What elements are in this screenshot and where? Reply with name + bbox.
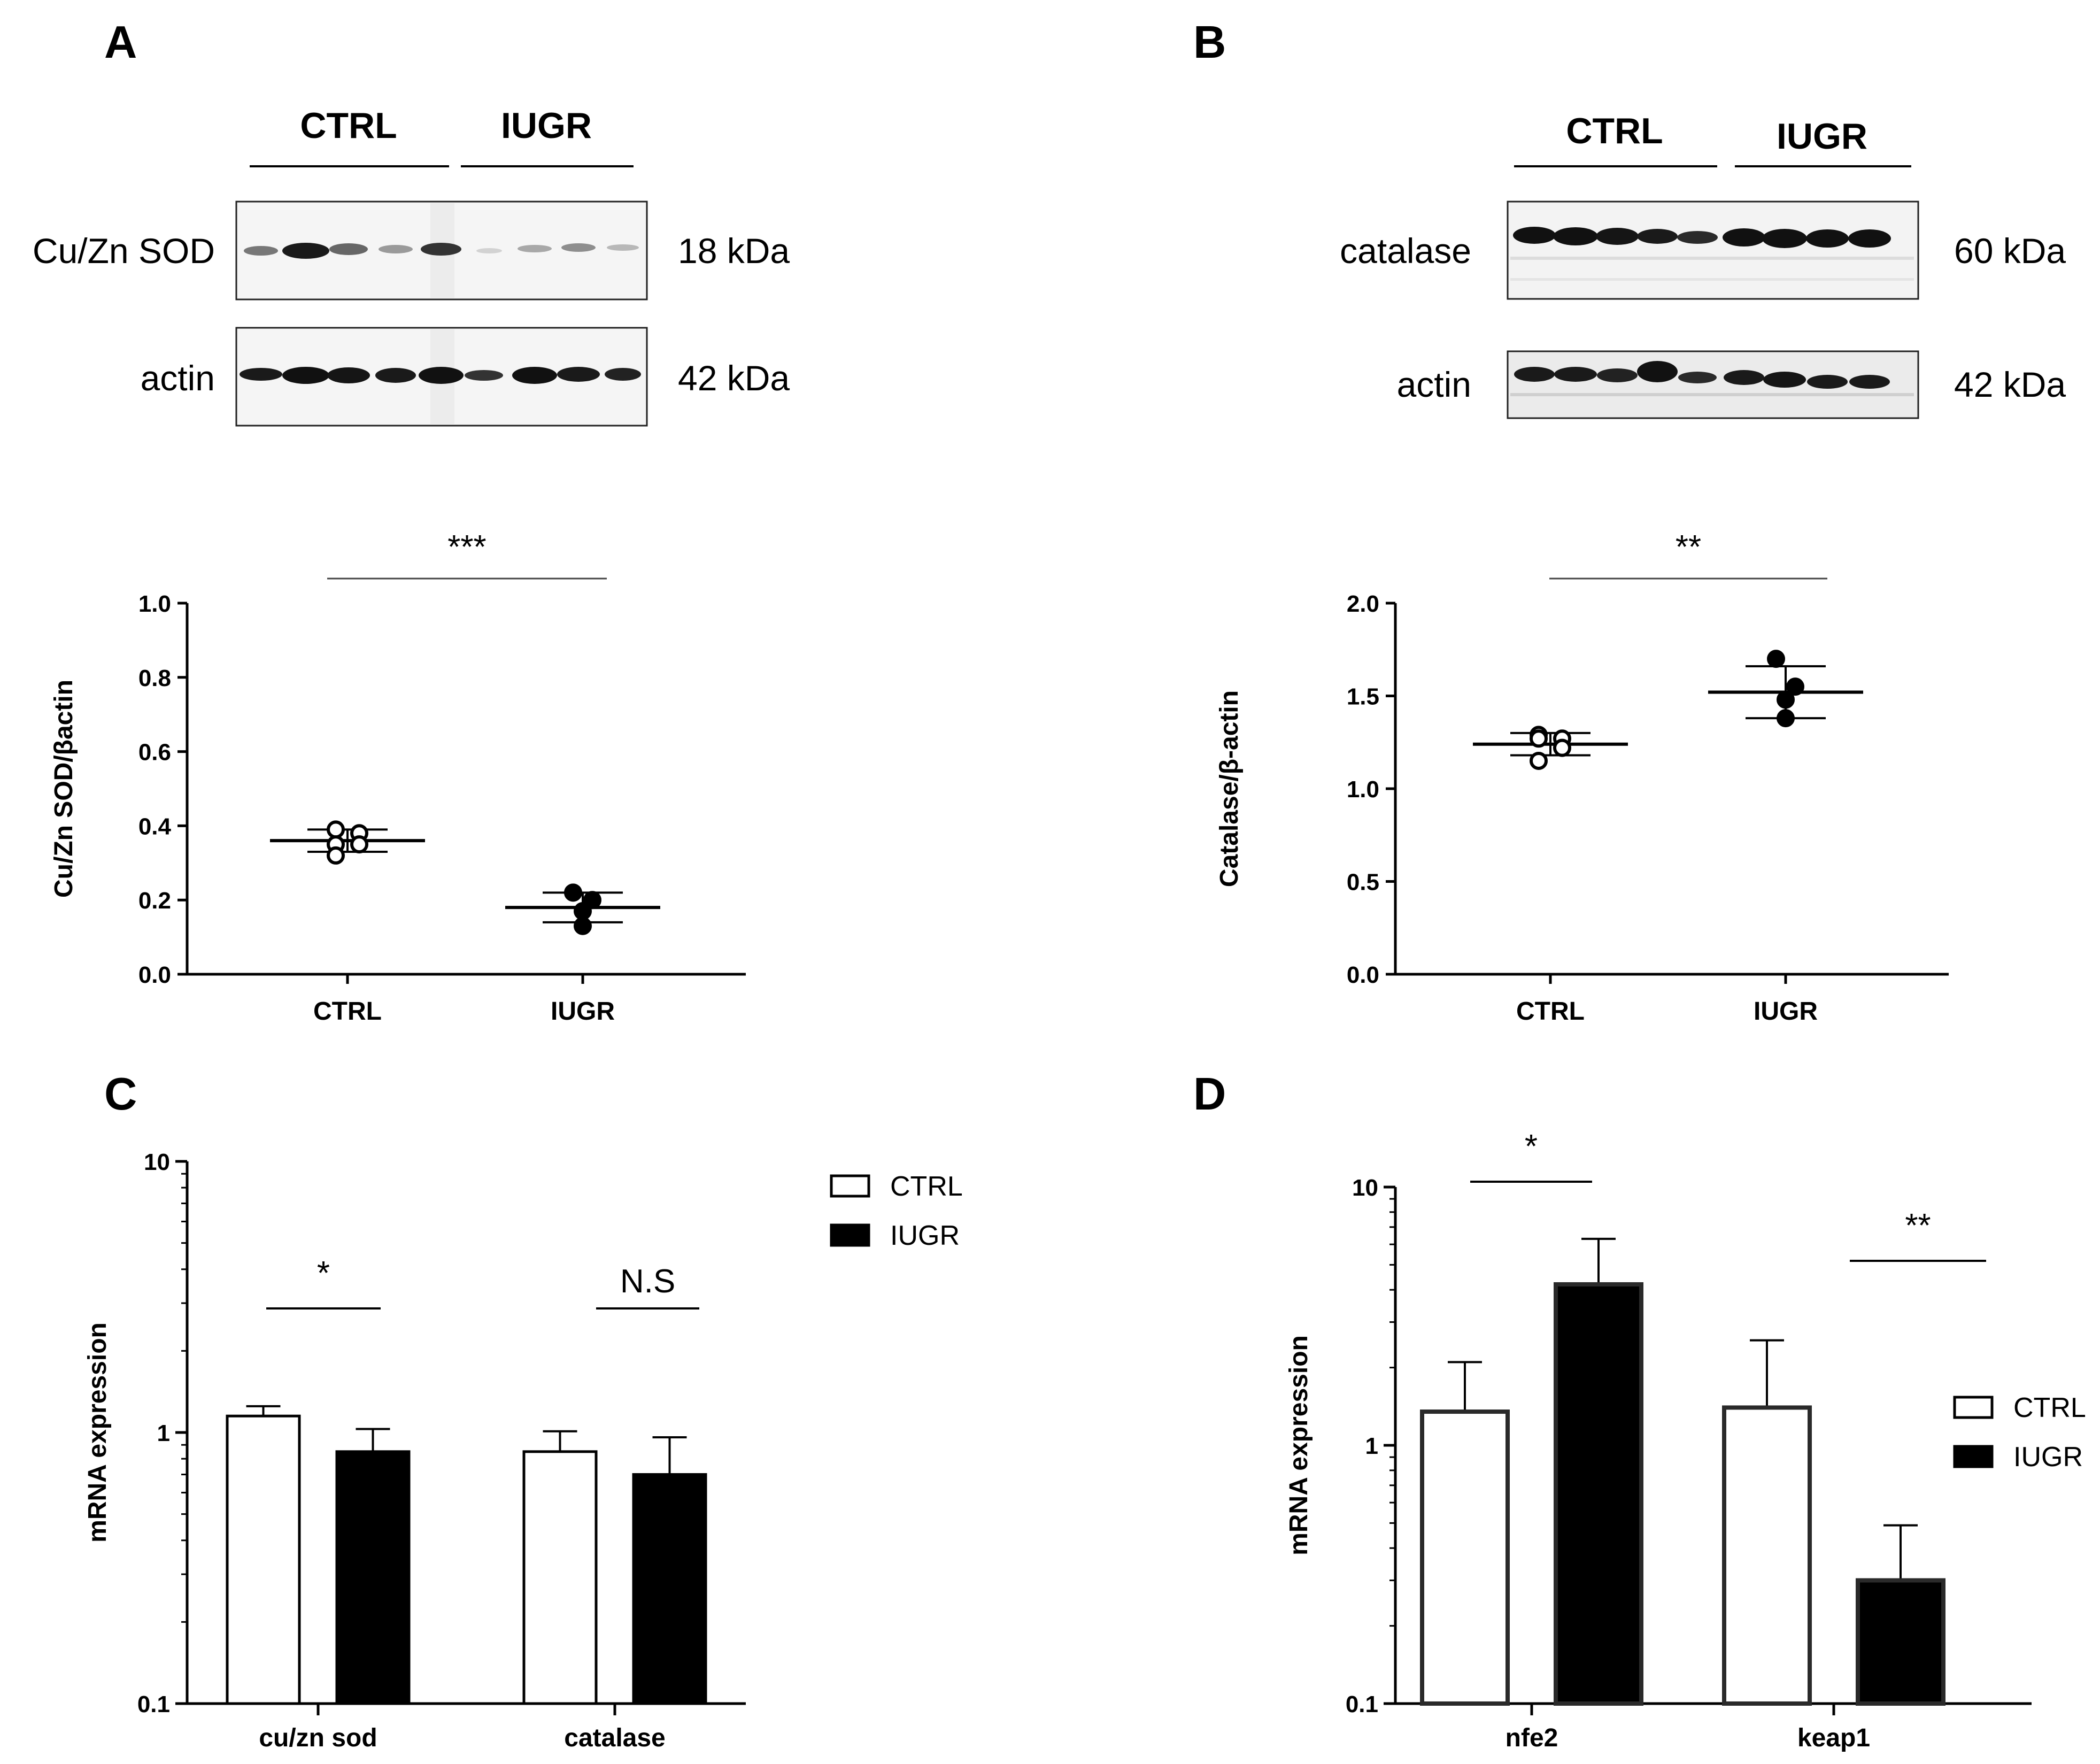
panel-d-letter: D <box>1193 1069 1226 1120</box>
b-ctrl-point <box>1530 751 1548 770</box>
chart-d-significance: * <box>1525 1128 1538 1165</box>
chart-a-xtick-iugr: IUGR <box>551 997 615 1026</box>
b-ctrl-point <box>1530 729 1548 748</box>
c-bar-iugr <box>335 1450 411 1705</box>
chart-d-ytick: 0.1 <box>1346 1691 1378 1717</box>
chart-a-ylabel: Cu/Zn SOD/βactin <box>50 680 78 898</box>
blot-a-group-iugr: IUGR <box>501 105 592 146</box>
chart-b-ytick: 2.0 <box>1347 591 1379 617</box>
blot-b-group-iugr: IUGR <box>1777 116 1867 157</box>
chart-d-legend-label: CTRL <box>2013 1392 2086 1423</box>
panel-b-letter: B <box>1193 17 1226 68</box>
chart-c-legend-label: CTRL <box>890 1171 963 1202</box>
chart-c-ytick: 0.1 <box>137 1691 170 1717</box>
chart-c-xtick: cu/zn sod <box>259 1724 377 1752</box>
chart-b-ytick: 1.5 <box>1347 684 1379 710</box>
blot-a-group-ctrl: CTRL <box>300 105 397 146</box>
chart-a-ytick: 0.8 <box>138 665 171 691</box>
blot-a-row1-size: 18 kDa <box>678 231 790 271</box>
blot-b-actin-membrane <box>1507 350 1919 419</box>
blot-b-row1-size: 60 kDa <box>1954 231 2066 271</box>
chart-a-significance: *** <box>447 529 486 566</box>
d-bar-ctrl <box>1722 1405 1812 1706</box>
a-ctrl-point <box>327 820 345 839</box>
chart-b-ytick: 1.0 <box>1347 776 1379 803</box>
chart-d-significance: ** <box>1905 1207 1931 1244</box>
chart-b-xtick-iugr: IUGR <box>1754 997 1818 1026</box>
chart-d: mRNA expression 0.1 1 10 nfe2 keap1 * **… <box>1285 1128 2086 1752</box>
blot-b-row1-label: catalase <box>1340 231 1471 271</box>
chart-a-ytick: 0.2 <box>138 888 171 914</box>
chart-d-ylabel: mRNA expression <box>1285 1335 1313 1555</box>
b-iugr-point <box>1786 677 1804 696</box>
a-iugr-point <box>564 883 582 902</box>
chart-b-ytick: 0.5 <box>1347 869 1379 896</box>
blot-b-catalase-membrane <box>1507 201 1919 300</box>
d-bar-iugr <box>1856 1578 1945 1706</box>
chart-a-ytick: 1.0 <box>138 591 171 617</box>
chart-d-xtick: keap1 <box>1797 1724 1870 1752</box>
chart-c-ytick: 10 <box>144 1149 170 1175</box>
c-bar-iugr <box>632 1473 707 1705</box>
b-iugr-point <box>1767 650 1785 668</box>
chart-a-ytick: 0.0 <box>138 962 171 988</box>
a-ctrl-point <box>327 846 345 865</box>
panel-c-letter: C <box>104 1069 137 1120</box>
blot-b-row2-size: 42 kDa <box>1954 365 2066 404</box>
chart-c-significance: * <box>317 1255 330 1292</box>
chart-b-ytick: 0.0 <box>1347 962 1379 988</box>
chart-d-xtick: nfe2 <box>1505 1724 1558 1752</box>
blot-a-row1-label: Cu/Zn SOD <box>33 231 215 271</box>
chart-a: *** Cu/Zn SOD/βactin 0.0 0.2 0.4 0.6 0.8… <box>50 529 746 1026</box>
d-legend-swatch-iugr <box>1953 1445 1994 1468</box>
blot-a-row2-label: actin <box>141 358 215 398</box>
panel-a-letter: A <box>104 17 137 68</box>
blot-b-group-ctrl: CTRL <box>1566 111 1663 151</box>
chart-b: ** Catalase/β-actin 0.0 0.5 1.0 1.5 2.0 … <box>1215 529 1949 1026</box>
chart-c-significance: N.S <box>620 1263 675 1300</box>
chart-c-ytick: 1 <box>157 1420 170 1446</box>
chart-a-ytick: 0.4 <box>138 813 172 839</box>
chart-c-legend-label: IUGR <box>890 1220 960 1251</box>
b-iugr-point <box>1777 709 1795 728</box>
b-ctrl-point <box>1553 738 1571 757</box>
chart-a-ytick: 0.6 <box>138 740 171 766</box>
d-legend-swatch-ctrl <box>1953 1396 1994 1419</box>
blot-a-row2-size: 42 kDa <box>678 358 790 398</box>
chart-d-ytick: 1 <box>1365 1433 1378 1459</box>
b-iugr-point <box>1777 690 1795 709</box>
chart-c-xtick: catalase <box>564 1724 666 1752</box>
c-bar-ctrl <box>226 1414 301 1705</box>
chart-c-ylabel: mRNA expression <box>83 1322 112 1543</box>
d-bar-ctrl <box>1420 1409 1510 1706</box>
a-ctrl-point <box>350 835 368 854</box>
c-legend-swatch-iugr <box>830 1223 870 1247</box>
chart-b-xtick-ctrl: CTRL <box>1516 997 1585 1026</box>
c-bar-ctrl <box>522 1450 598 1705</box>
d-bar-iugr <box>1554 1282 1643 1706</box>
blot-a-actin-membrane <box>235 327 648 427</box>
a-iugr-point <box>574 902 592 921</box>
chart-b-ylabel: Catalase/β-actin <box>1215 690 1244 887</box>
blot-a-sod-membrane <box>235 201 648 301</box>
chart-d-legend-label: IUGR <box>2013 1442 2083 1473</box>
chart-a-xtick-ctrl: CTRL <box>313 997 382 1026</box>
chart-b-significance: ** <box>1676 529 1701 566</box>
a-iugr-point <box>583 891 601 910</box>
chart-d-ytick: 10 <box>1352 1175 1378 1201</box>
c-legend-swatch-ctrl <box>830 1174 870 1198</box>
a-iugr-point <box>574 916 592 935</box>
chart-c: mRNA expression 0.1 1 10 cu/zn sod catal… <box>83 1149 963 1752</box>
blot-b-row2-label: actin <box>1397 365 1471 404</box>
